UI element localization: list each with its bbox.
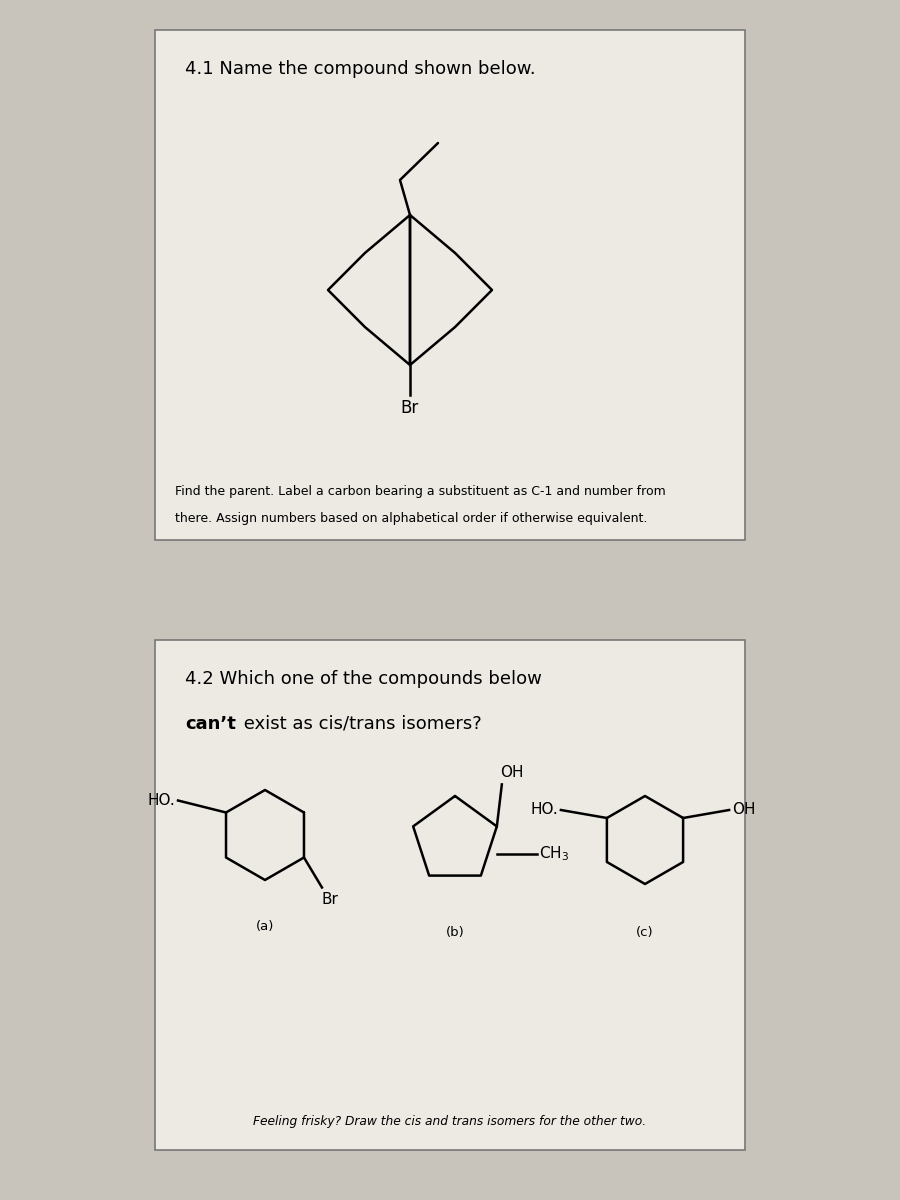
Text: Find the parent. Label a carbon bearing a substituent as C-1 and number from: Find the parent. Label a carbon bearing …	[175, 485, 666, 498]
Text: 4.2 Which one of the compounds below: 4.2 Which one of the compounds below	[185, 670, 542, 688]
Text: (c): (c)	[636, 926, 653, 938]
Text: Br: Br	[400, 398, 419, 416]
Text: Feeling frisky? Draw the cis and trans isomers for the other two.: Feeling frisky? Draw the cis and trans i…	[254, 1115, 646, 1128]
Text: (a): (a)	[256, 920, 274, 934]
Text: (b): (b)	[446, 926, 464, 938]
FancyBboxPatch shape	[155, 640, 745, 1150]
Text: OH: OH	[732, 803, 756, 817]
Text: 4.1 Name the compound shown below.: 4.1 Name the compound shown below.	[185, 60, 536, 78]
Text: OH: OH	[500, 766, 523, 780]
Text: Br: Br	[322, 893, 338, 907]
Text: HO.: HO.	[148, 793, 175, 808]
Text: HO.: HO.	[530, 803, 558, 817]
Text: $\mathregular{CH_3}$: $\mathregular{CH_3}$	[539, 845, 569, 863]
Text: can’t: can’t	[185, 715, 236, 733]
Text: exist as cis/trans isomers?: exist as cis/trans isomers?	[238, 715, 482, 733]
Text: there. Assign numbers based on alphabetical order if otherwise equivalent.: there. Assign numbers based on alphabeti…	[175, 512, 647, 526]
FancyBboxPatch shape	[155, 30, 745, 540]
